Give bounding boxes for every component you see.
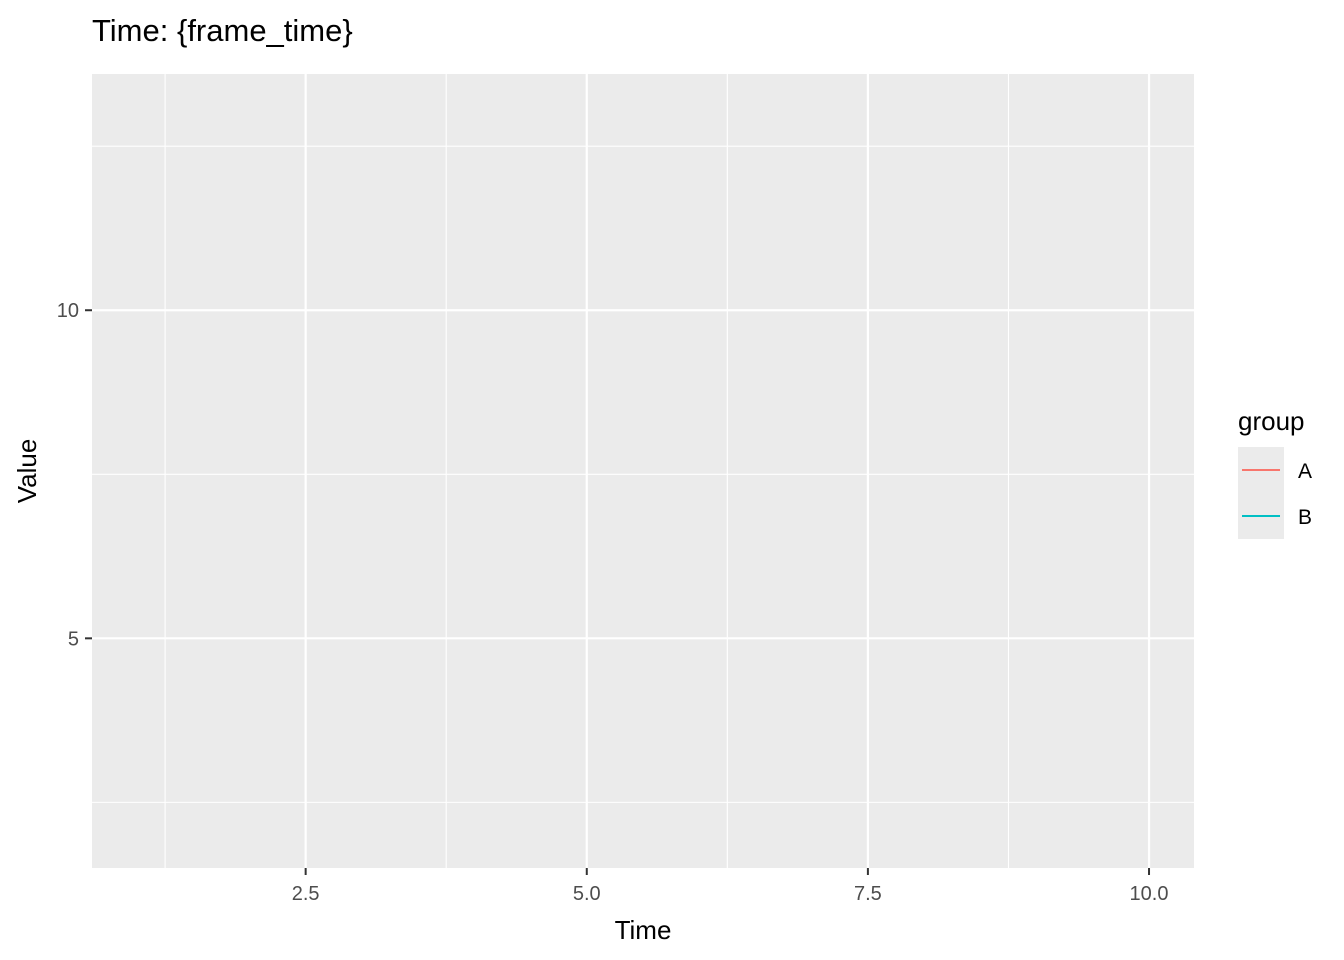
x-tick-label: 5.0	[573, 883, 601, 905]
legend-title: group	[1238, 406, 1305, 436]
x-tick-label: 2.5	[292, 883, 320, 905]
chart-title: Time: {frame_time}	[92, 13, 353, 48]
y-tick-label: 5	[68, 628, 79, 650]
legend: group AB	[1238, 406, 1312, 539]
y-tick-label: 10	[57, 300, 79, 322]
y-axis-title: Value	[12, 439, 42, 504]
legend-entries: AB	[1242, 460, 1312, 529]
legend-key-background	[1238, 447, 1284, 539]
x-axis-title: Time	[615, 915, 672, 945]
legend-label-b: B	[1298, 506, 1312, 529]
x-tick-label: 10.0	[1130, 883, 1169, 905]
plot-panel	[92, 74, 1194, 868]
minor-gridlines	[92, 74, 1194, 868]
x-tick-label: 7.5	[854, 883, 882, 905]
y-axis-ticks: 5 10	[57, 300, 92, 650]
x-axis-ticks: 2.5 5.0 7.5 10.0	[292, 868, 1169, 905]
major-gridlines	[92, 74, 1194, 868]
legend-label-a: A	[1298, 460, 1312, 483]
